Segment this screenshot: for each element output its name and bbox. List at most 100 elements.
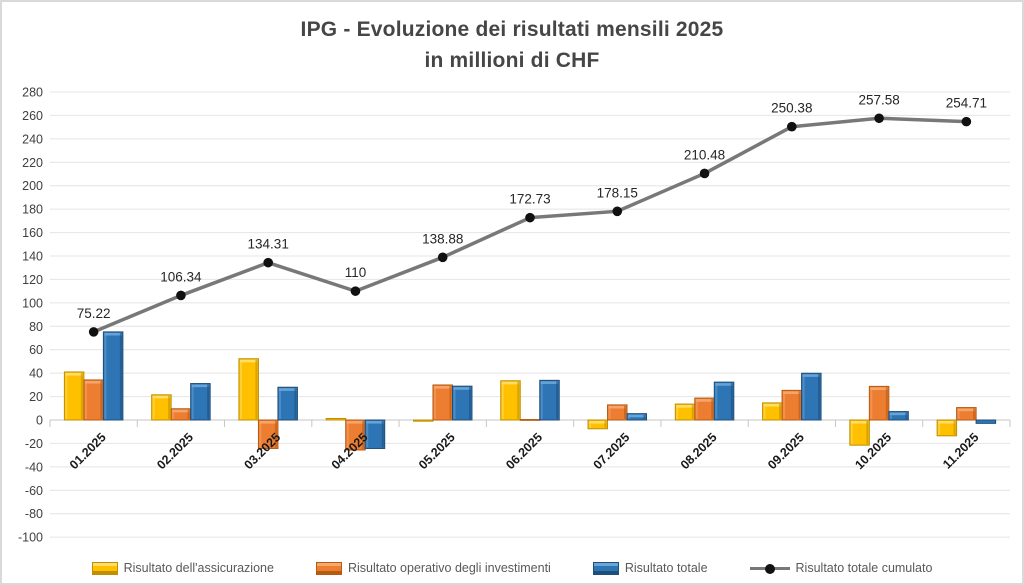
line-data-label: 134.31 xyxy=(248,237,289,252)
legend-item-assicurazione: Risultato dell'assicurazione xyxy=(91,561,274,575)
bar xyxy=(888,411,909,421)
bar-bevel-top xyxy=(695,399,714,402)
bar-bevel-top xyxy=(239,359,258,363)
legend-label-investimenti: Risultato operativo degli investimenti xyxy=(347,561,551,575)
bar xyxy=(277,386,298,421)
bar-bevel-top xyxy=(938,421,956,424)
bar-bevel-top xyxy=(104,332,122,336)
bar-bevel-left xyxy=(278,388,281,419)
y-tick-label: -60 xyxy=(25,484,43,498)
line-point-marker xyxy=(350,286,361,296)
bar xyxy=(102,331,124,421)
bar-bevel-left xyxy=(783,391,786,419)
cumulative-line xyxy=(92,116,967,334)
line-data-label: 75.22 xyxy=(77,306,111,321)
bar-bevel-right xyxy=(973,408,976,419)
bar xyxy=(257,419,279,449)
y-tick-label: 160 xyxy=(22,226,43,240)
legend-line-marker-icon xyxy=(749,562,790,574)
y-tick-label: 100 xyxy=(22,296,43,310)
legend-item-cumulato: Risultato totale cumulato xyxy=(749,561,932,575)
y-tick-label: -20 xyxy=(25,437,43,451)
y-tick-label: 40 xyxy=(29,367,43,381)
x-tick-label: 05.2025 xyxy=(416,430,458,472)
bar-bevel-left xyxy=(850,421,853,445)
line-point-marker xyxy=(176,290,186,301)
bar-bevel-right xyxy=(730,383,733,419)
y-tick-label: -40 xyxy=(25,460,43,474)
bar-bevel-right xyxy=(274,421,277,448)
bar-bevel-top xyxy=(366,421,384,424)
bar-bevel-left xyxy=(104,332,107,419)
bar-bevel-right xyxy=(255,359,258,419)
x-tick-label: 01.2025 xyxy=(67,430,109,472)
x-tick-label: 06.2025 xyxy=(503,430,545,472)
bar xyxy=(936,419,958,437)
bar-bevel-top xyxy=(346,421,365,424)
line-point-marker xyxy=(612,206,623,217)
line-data-label: 210.48 xyxy=(684,147,725,162)
line-point-marker xyxy=(437,252,448,263)
x-tick-label: 09.2025 xyxy=(765,430,807,472)
y-tick-label: 20 xyxy=(29,390,43,404)
bar-bevel-right xyxy=(468,387,471,419)
bar-bevel-top xyxy=(453,387,471,390)
bar-bevel-right xyxy=(905,412,908,419)
y-tick-label: 200 xyxy=(22,179,43,193)
bar xyxy=(500,380,521,421)
bar-bevel-top xyxy=(589,421,607,424)
bar-bevel-top xyxy=(763,403,782,407)
bar xyxy=(607,404,628,421)
bar-bevel-right xyxy=(624,405,627,419)
bar-bevel-top xyxy=(152,395,171,399)
bar-bevel-left xyxy=(501,381,504,419)
bar-bevel-left xyxy=(453,387,456,419)
bar-bevel-right xyxy=(818,374,821,419)
line-point-marker xyxy=(88,327,99,337)
bar-bevel-left xyxy=(589,421,592,428)
legend-label-totale: Risultato totale xyxy=(624,561,708,575)
bar xyxy=(587,419,609,430)
bar-bevel-top xyxy=(259,421,277,424)
bar-bevel-right xyxy=(362,421,365,449)
y-tick-label: -80 xyxy=(25,507,43,521)
bar-bevel-right xyxy=(556,381,559,419)
bar-bevel-top xyxy=(501,381,520,385)
bar-bevel-right xyxy=(119,332,122,419)
bar-bevel-left xyxy=(433,385,436,419)
bar xyxy=(849,419,870,446)
y-tick-label: 280 xyxy=(22,86,43,100)
x-tick-label: 11.2025 xyxy=(940,430,981,471)
bar-bevel-top xyxy=(172,409,190,413)
bar xyxy=(364,419,386,449)
chart-title-block: IPG - Evoluzione dei risultati mensili 2… xyxy=(2,14,1022,76)
bar-bevel-left xyxy=(889,412,892,419)
bar-bevel-left xyxy=(346,421,349,449)
bar xyxy=(801,372,822,421)
bar-bevel-right xyxy=(168,395,171,419)
bar-bevel-left xyxy=(676,405,679,419)
bar xyxy=(713,381,735,421)
bar-bevel-left xyxy=(870,387,873,419)
line-data-label: 257.58 xyxy=(858,92,899,107)
line-point-marker xyxy=(787,121,797,132)
bar-bevel-left xyxy=(802,374,805,419)
y-tick-label: 60 xyxy=(29,343,43,357)
chart-legend: Risultato dell'assicurazione Risultato o… xyxy=(2,561,1022,575)
bar-bevel-right xyxy=(80,372,83,419)
bar-bevel-left xyxy=(191,384,194,419)
bar-bevel-left xyxy=(84,380,87,419)
x-tick-label: 07.2025 xyxy=(591,430,633,472)
x-tick-label: 02.2025 xyxy=(154,430,196,472)
bar-bevel-left xyxy=(172,409,175,419)
bar-bevel-left xyxy=(152,395,155,419)
bar-bevel-left xyxy=(695,399,698,419)
bar-bevel-top xyxy=(870,387,888,390)
y-tick-label: 80 xyxy=(29,320,43,334)
bar-bevel-top xyxy=(433,385,452,389)
bar-bevel-left xyxy=(366,421,369,448)
bar-bevel-top xyxy=(676,405,694,408)
bar-bevel-left xyxy=(715,383,718,419)
bar xyxy=(451,385,473,421)
bar-bevel-right xyxy=(294,388,297,419)
